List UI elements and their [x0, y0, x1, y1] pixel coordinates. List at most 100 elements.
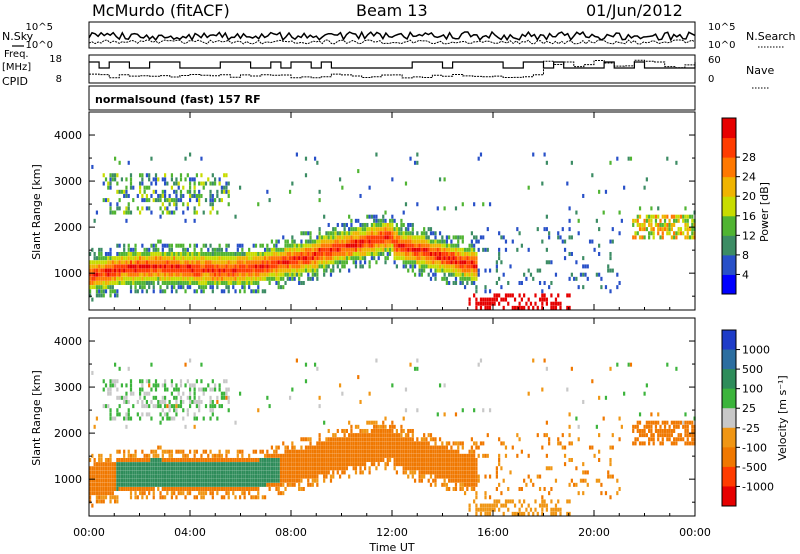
power-cell [666, 222, 669, 227]
power-cell [227, 285, 230, 290]
velocity-cell [425, 445, 428, 450]
power-cell [134, 268, 137, 273]
power-cell [241, 285, 244, 290]
power-cell [211, 280, 214, 285]
velocity-cell [609, 366, 612, 371]
power-cell [95, 280, 99, 285]
velocity-cell [298, 449, 301, 454]
power-cell [225, 251, 228, 256]
power-cell [332, 227, 335, 232]
power-cell [479, 301, 483, 306]
power-cell [123, 189, 126, 194]
power-cell [284, 247, 287, 252]
velocity-cell [273, 462, 276, 467]
power-cell [298, 280, 301, 285]
velocity-cell [193, 416, 196, 421]
velocity-cell [463, 462, 467, 467]
power-cell [636, 231, 639, 236]
velocity-cell [425, 462, 428, 467]
power-cell [263, 276, 267, 281]
power-cell [136, 276, 139, 281]
velocity-cell [209, 395, 212, 400]
power-cell [123, 268, 126, 273]
power-cell [148, 285, 151, 290]
velocity-cell [541, 495, 544, 500]
velocity-cell [338, 383, 342, 388]
velocity-cell [325, 457, 328, 462]
power-cell [123, 260, 126, 265]
velocity-cell [243, 470, 246, 475]
velocity-cell [143, 486, 146, 491]
velocity-cell [343, 449, 346, 454]
velocity-cell [288, 482, 292, 487]
power-cell [157, 260, 160, 265]
velocity-cell [243, 474, 246, 479]
velocity-cell [498, 457, 501, 462]
velocity-cell [202, 495, 205, 500]
velocity-cell [420, 478, 423, 483]
power-cell [248, 256, 251, 261]
power-cell [304, 231, 308, 236]
colorbar-frame [721, 117, 737, 295]
velocity-cell [359, 470, 362, 475]
power-cell [475, 272, 478, 277]
power-cell [525, 301, 528, 306]
power-cell [227, 181, 230, 186]
velocity-cell [407, 437, 410, 442]
power-cell [163, 177, 167, 182]
velocity-cell [473, 441, 476, 446]
power-cell [182, 251, 185, 256]
velocity-cell [186, 486, 189, 491]
velocity-cell [154, 474, 158, 479]
power-cell [252, 276, 255, 281]
power-cell [354, 218, 358, 223]
velocity-cell [227, 474, 230, 479]
velocity-cell [118, 412, 121, 417]
power-cell [313, 264, 317, 269]
power-cell [348, 251, 351, 256]
power-cell [398, 251, 401, 256]
power-cell [475, 268, 478, 273]
velocity-cell [254, 462, 258, 467]
power-cell [270, 260, 273, 265]
power-cell [123, 264, 126, 269]
power-cell [118, 160, 121, 165]
velocity-cell [193, 449, 196, 454]
velocity-cell [298, 486, 301, 491]
power-cell [338, 256, 342, 261]
velocity-cell [261, 457, 264, 462]
power-cell [477, 239, 480, 244]
power-cell [363, 235, 367, 240]
velocity-cell [166, 466, 169, 471]
velocity-cell [343, 445, 346, 450]
power-cell [463, 260, 467, 265]
power-cell [318, 247, 321, 252]
velocity-cell [388, 449, 392, 454]
power-cell [93, 256, 96, 261]
velocity-cell [200, 478, 203, 483]
power-cell [198, 251, 201, 256]
power-cell [291, 264, 294, 269]
velocity-cell [366, 445, 369, 450]
power-cell [479, 297, 483, 302]
velocity-cell [134, 453, 137, 458]
velocity-cell [341, 470, 344, 475]
power-cell [425, 260, 428, 265]
velocity-cell [352, 437, 355, 442]
power-cell [113, 256, 117, 261]
power-cell [504, 239, 508, 244]
power-cell [188, 268, 192, 273]
power-cell [295, 260, 298, 265]
power-cell [370, 231, 373, 236]
power-cell [152, 268, 155, 273]
velocity-cell [163, 383, 167, 388]
power-cell [141, 256, 144, 261]
power-cell [332, 260, 335, 265]
power-cell [332, 235, 335, 240]
colorbar-tick-label: 24 [742, 171, 756, 184]
power-cell [184, 256, 187, 261]
velocity-cell [141, 491, 144, 496]
power-cell [368, 227, 371, 232]
velocity-cell [370, 437, 373, 442]
power-cell [207, 251, 210, 256]
